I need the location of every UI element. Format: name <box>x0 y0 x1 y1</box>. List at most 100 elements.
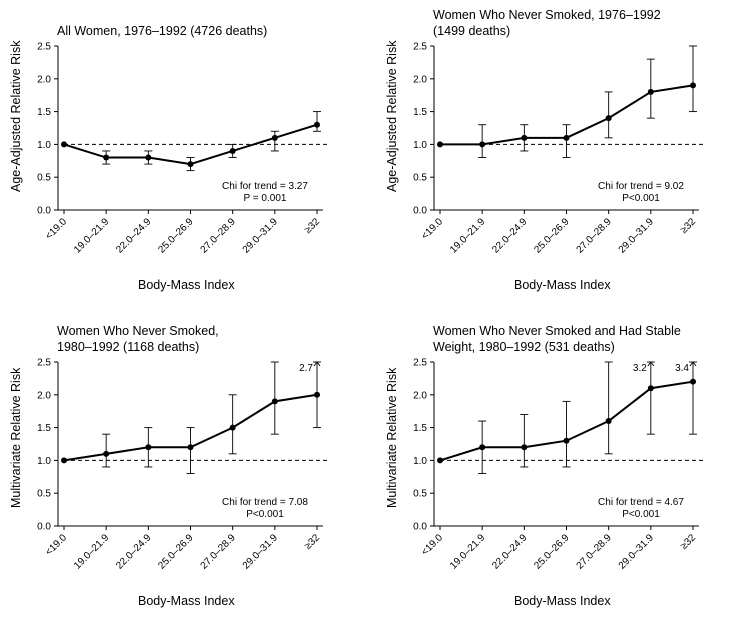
chart-panel: Women Who Never Smoked, 1980–1992 (1168 … <box>0 316 360 621</box>
data-point <box>271 398 278 405</box>
ci-upper-annotation: 3.4 <box>675 363 689 374</box>
x-tick-label: 19.0–21.9 <box>72 532 112 572</box>
data-point <box>103 450 110 457</box>
trend-statistic-line: P<0.001 <box>622 509 660 520</box>
y-tick-label: 2.5 <box>413 42 427 53</box>
x-tick-label: 25.0–26.9 <box>156 216 196 256</box>
x-axis-label: Body-Mass Index <box>514 594 611 608</box>
data-point <box>647 88 654 95</box>
x-tick-label: ≥32 <box>303 216 323 236</box>
trend-statistic-line: Chi for trend = 9.02 <box>598 181 684 192</box>
y-tick-label: 1.5 <box>413 423 427 434</box>
plot-area: 0.0 0.5 1.0 1.5 2.0 2.5 <19.0 19.0–21.9 22.0–24.… <box>37 42 327 256</box>
y-tick-label: 2.0 <box>37 390 51 401</box>
x-axis-label: Body-Mass Index <box>514 278 611 292</box>
trend-statistic: Chi for trend = 7.08 P<0.001 <box>205 497 325 521</box>
x-tick-label: ≥32 <box>679 216 699 236</box>
x-axis-label: Body-Mass Index <box>138 278 235 292</box>
trend-statistic-line: Chi for trend = 4.67 <box>598 497 684 508</box>
data-point <box>437 457 443 464</box>
y-tick-label: 2.5 <box>37 42 51 53</box>
y-tick-label: 1.0 <box>413 456 427 467</box>
trend-statistic-line: P<0.001 <box>246 509 284 520</box>
y-tick-label: 1.5 <box>37 423 51 434</box>
plot-area: 0.0 0.5 1.0 1.5 2.0 2.5 <19.0 19.0–21.9 22.0–24.… <box>413 42 703 256</box>
x-tick-label: <19.0 <box>419 532 445 558</box>
y-tick-label: 0.5 <box>413 173 427 184</box>
data-point <box>103 154 110 161</box>
data-point <box>61 457 67 464</box>
y-tick-label: 1.0 <box>37 456 51 467</box>
data-point <box>521 444 528 451</box>
x-tick-label: 22.0–24.9 <box>114 216 154 256</box>
x-tick-label: 29.0–31.9 <box>617 216 657 256</box>
x-tick-label: 29.0–31.9 <box>241 216 281 256</box>
chart-title: Women Who Never Smoked and Had Stable We… <box>433 324 681 354</box>
x-tick-label: 19.0–21.9 <box>448 216 488 256</box>
data-point <box>563 437 570 444</box>
y-tick-label: 2.0 <box>37 74 51 85</box>
trend-statistic-line: Chi for trend = 3.27 <box>222 181 308 192</box>
data-point <box>145 444 152 451</box>
x-tick-label: 22.0–24.9 <box>490 216 530 256</box>
x-tick-label: <19.0 <box>419 216 445 242</box>
y-tick-label: 2.5 <box>37 358 51 369</box>
arrow-icon <box>689 361 697 367</box>
ci-upper-annotation: 3.2 <box>633 363 647 374</box>
y-tick-label: 1.0 <box>37 140 51 151</box>
trend-statistic: Chi for trend = 4.67 P<0.001 <box>581 497 701 521</box>
x-tick-label: 22.0–24.9 <box>490 532 530 572</box>
y-tick-label: 0.0 <box>37 522 51 533</box>
data-point <box>314 391 320 398</box>
trend-statistic-line: P<0.001 <box>622 193 660 204</box>
data-point <box>521 134 528 141</box>
y-tick-label: 2.5 <box>413 358 427 369</box>
plot-area: 0.0 0.5 1.0 1.5 2.0 2.5 <19.0 19.0–21.9 22.0–24.… <box>413 358 703 572</box>
chart-panel: Women Who Never Smoked and Had Stable We… <box>376 316 731 621</box>
y-tick-label: 2.0 <box>413 74 427 85</box>
data-point <box>479 141 486 148</box>
chart-title: All Women, 1976–1992 (4726 deaths) <box>57 24 268 38</box>
x-tick-label: ≥32 <box>303 532 323 552</box>
data-point <box>479 444 486 451</box>
y-tick-label: 1.5 <box>413 107 427 118</box>
data-point <box>61 141 67 148</box>
x-tick-label: <19.0 <box>43 216 69 242</box>
data-point <box>314 121 320 128</box>
plot-area: 0.0 0.5 1.0 1.5 2.0 2.5 <19.0 19.0–21.9 22.0–24.… <box>37 358 327 572</box>
x-tick-label: 27.0–28.9 <box>199 532 239 572</box>
x-tick-label: 29.0–31.9 <box>617 532 657 572</box>
data-point <box>690 378 696 385</box>
y-tick-label: 0.5 <box>37 173 51 184</box>
x-tick-label: 25.0–26.9 <box>156 532 196 572</box>
y-tick-label: 0.5 <box>413 489 427 500</box>
y-tick-label: 1.0 <box>413 140 427 151</box>
data-point <box>187 444 194 451</box>
trend-statistic-line: Chi for trend = 7.08 <box>222 497 308 508</box>
x-tick-label: 27.0–28.9 <box>575 216 615 256</box>
arrow-icon <box>647 361 655 367</box>
chart-title: Women Who Never Smoked, 1976–1992 (1499 … <box>433 8 661 38</box>
y-tick-label: 2.0 <box>413 390 427 401</box>
trend-statistic-line: P = 0.001 <box>243 193 287 204</box>
chart-title: Women Who Never Smoked, 1980–1992 (1168 … <box>57 324 219 354</box>
trend-statistic: Chi for trend = 9.02 P<0.001 <box>581 181 701 205</box>
data-point <box>605 115 612 122</box>
data-point <box>229 424 236 431</box>
y-tick-label: 1.5 <box>37 107 51 118</box>
x-tick-label: 22.0–24.9 <box>114 532 154 572</box>
x-tick-label: 19.0–21.9 <box>72 216 112 256</box>
y-tick-label: 0.5 <box>37 489 51 500</box>
data-point <box>229 147 236 154</box>
data-point <box>605 418 612 425</box>
data-point <box>271 134 278 141</box>
x-axis-label: Body-Mass Index <box>138 594 235 608</box>
x-tick-label: 29.0–31.9 <box>241 532 281 572</box>
x-tick-label: 19.0–21.9 <box>448 532 488 572</box>
chart-panel: All Women, 1976–1992 (4726 deaths) Age-Ad… <box>0 0 360 305</box>
x-tick-label: ≥32 <box>679 532 699 552</box>
ci-upper-annotation: 2.7 <box>299 363 313 374</box>
data-point <box>187 161 194 168</box>
x-tick-label: 27.0–28.9 <box>575 532 615 572</box>
